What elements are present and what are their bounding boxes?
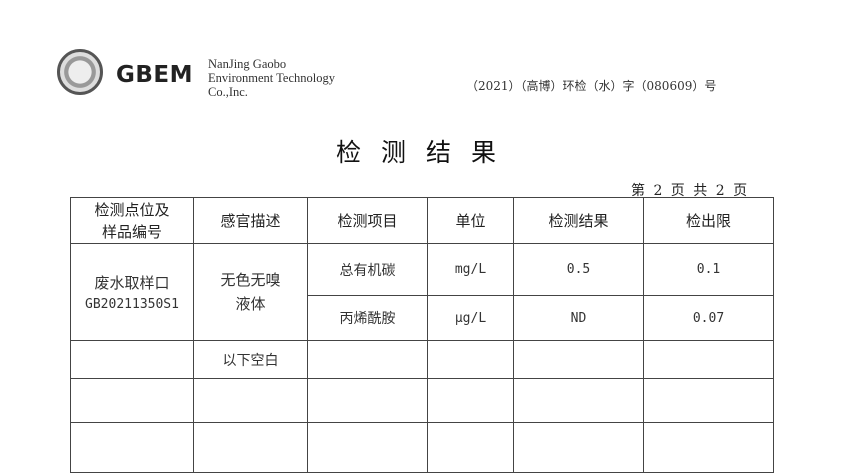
- page-title: 检测结果: [336, 138, 517, 167]
- item-cell: 丙烯酰胺: [307, 295, 428, 341]
- empty-cell: [193, 378, 308, 423]
- sample-point: 废水取样口: [94, 274, 170, 292]
- empty-cell: [70, 378, 194, 423]
- description-line: 无色无嗅: [220, 271, 281, 289]
- empty-cell: [427, 340, 514, 379]
- limit-cell: 0.07: [643, 295, 774, 341]
- brand-name: GBEM: [116, 62, 194, 88]
- sample-cell: 废水取样口 GB20211350S1: [70, 243, 194, 341]
- description-cell: 无色无嗅 液体: [193, 243, 308, 341]
- header-cell: 感官描述: [193, 197, 308, 244]
- empty-cell: [307, 378, 428, 423]
- table-row: [70, 378, 774, 423]
- limit-cell: 0.1: [643, 243, 774, 296]
- sample-id: GB20211350S1: [85, 297, 179, 312]
- unit-cell: μg/L: [427, 295, 514, 341]
- company-line: NanJing Gaobo: [208, 57, 287, 71]
- table-row: 丙烯酰胺 μg/L ND 0.07: [71, 295, 774, 341]
- empty-cell: [70, 340, 194, 379]
- empty-cell: [513, 340, 644, 379]
- page-number: 第 2 页 共 2 页: [631, 183, 750, 199]
- header-cell: 检出限: [643, 197, 774, 244]
- table-row: 废水取样口 GB20211350S1 无色无嗅 液体 总有机碳 mg/L 0.5…: [70, 243, 774, 341]
- empty-cell: [513, 422, 644, 473]
- empty-cell: [427, 378, 514, 423]
- company-line: Co.,Inc.: [208, 85, 248, 99]
- result-cell: ND: [513, 295, 644, 341]
- unit-cell: mg/L: [427, 243, 514, 296]
- empty-cell: [513, 378, 644, 423]
- empty-cell: [643, 340, 774, 379]
- table-row: 以下空白: [70, 340, 774, 379]
- company-seal-logo: [57, 49, 103, 95]
- header-cell: 检测结果: [513, 197, 644, 244]
- empty-cell: [643, 378, 774, 423]
- header-cell: 检测项目: [307, 197, 428, 244]
- result-cell: 0.5: [513, 243, 644, 296]
- empty-cell: [643, 422, 774, 473]
- empty-cell: [70, 422, 194, 473]
- empty-cell: [427, 422, 514, 473]
- description-line: 液体: [235, 295, 266, 313]
- results-table: 检测点位及 样品编号 感官描述 检测项目 单位 检测结果 检出限 废水取样口 G…: [70, 197, 774, 473]
- header-cell: 检测点位及 样品编号: [70, 197, 194, 244]
- header-cell: 单位: [427, 197, 514, 244]
- blank-note: 以下空白: [193, 340, 308, 379]
- empty-cell: [307, 422, 428, 473]
- report-number: （2021）（高博）环检（水）字（080609）号: [466, 79, 717, 93]
- item-cell: 总有机碳: [307, 243, 428, 296]
- header-row: 检测点位及 样品编号 感官描述 检测项目 单位 检测结果 检出限: [70, 197, 774, 244]
- company-name: NanJing Gaobo Environment Technology Co.…: [208, 57, 335, 99]
- empty-cell: [307, 340, 428, 379]
- company-line: Environment Technology: [208, 71, 335, 85]
- empty-cell: [193, 422, 308, 473]
- table-row: [70, 422, 774, 473]
